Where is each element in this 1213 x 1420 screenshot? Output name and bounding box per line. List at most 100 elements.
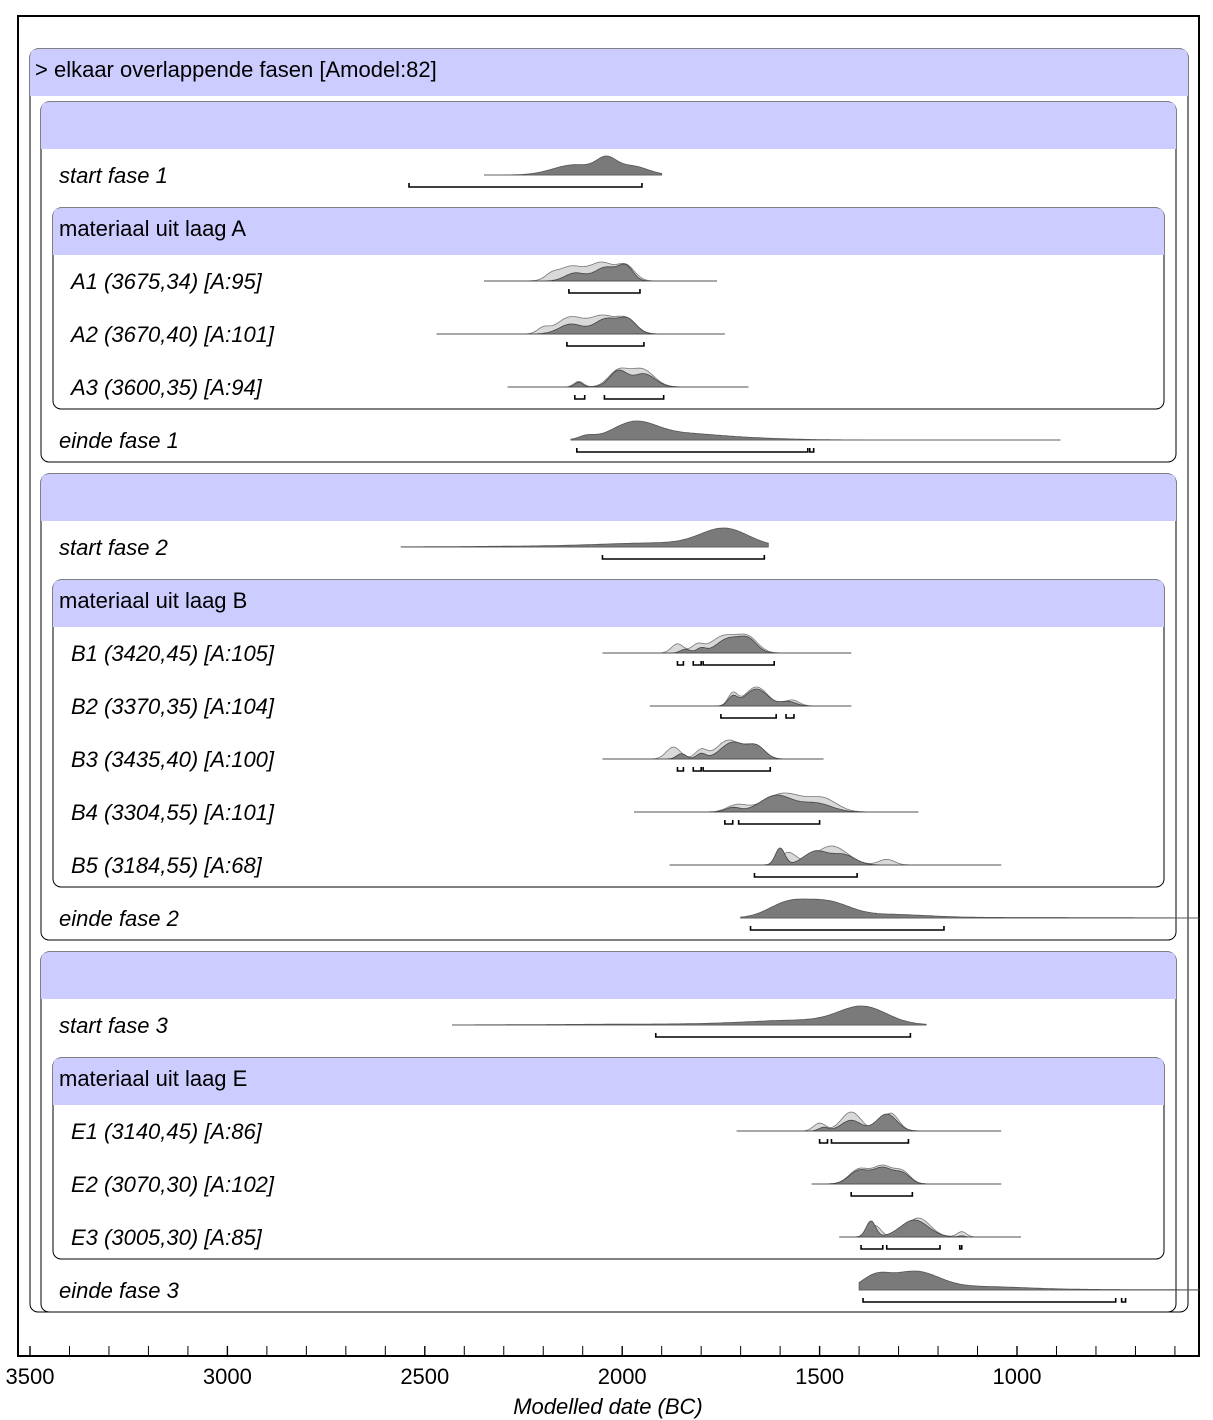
phase-3-end: [858, 1270, 1200, 1303]
phase-3-start-posterior: [452, 1005, 927, 1026]
phase-2-sample-3: [602, 739, 824, 772]
phase-3-sample-2-posterior: [811, 1166, 1002, 1185]
phase-3-sample-3-label: E3 (3005,30) [A:85]: [71, 1225, 263, 1250]
phase-1-sample-1: [484, 261, 717, 294]
phase-2-start-posterior: [400, 527, 769, 548]
x-tick-label: 2000: [598, 1364, 647, 1389]
phase-2-sample-1-label: B1 (3420,45) [A:105]: [71, 641, 275, 666]
phase-2-end: [740, 898, 1200, 931]
phase-1-sample-3-posterior: [507, 369, 749, 388]
phase-2-sample-3-posterior: [602, 741, 824, 760]
phase-2-sample-5-posterior: [669, 847, 1002, 866]
x-axis: 3500 3000 2500 2000 1500 1000: [6, 1346, 1176, 1389]
phase-3-end-posterior: [858, 1270, 1200, 1291]
phase-2-start: [400, 527, 769, 560]
group-E-header: [53, 1058, 1164, 1105]
x-axis-title: Modelled date (BC): [513, 1394, 703, 1419]
phase-1-sample-2-posterior: [436, 316, 725, 335]
phase-2-sample-1-hpd-range-2: [692, 661, 702, 666]
group-E-title: materiaal uit laag E: [59, 1066, 247, 1091]
phase-1-start-label: start fase 1: [59, 163, 168, 188]
model-title: > elkaar overlappende fasen [Amodel:82]: [35, 57, 437, 82]
x-tick-label: 1000: [993, 1364, 1042, 1389]
phase-2-sample-4-hpd-range-2: [737, 820, 821, 825]
phase-3-sample-2-hpd-range-1: [850, 1192, 914, 1197]
phase-1-start-hpd-range-1: [408, 183, 643, 188]
group-B-header: [53, 580, 1164, 627]
distributions-layer: [400, 155, 1200, 1303]
x-tick-label: 3000: [203, 1364, 252, 1389]
phase-1-end-hpd-range-1: [575, 448, 809, 453]
phase-3-sample-1-hpd-range-1: [818, 1139, 829, 1144]
phase-1-sample-3-hpd-range-1: [574, 395, 586, 400]
phase-2-end-hpd-range-1: [749, 926, 945, 931]
phase-3-sample-1-posterior: [736, 1113, 1002, 1132]
phase-2-sample-3-hpd-range-2: [692, 767, 702, 772]
phase-1-start: [408, 155, 663, 188]
phase-2-sample-2-hpd-range-2: [785, 714, 795, 719]
phase-2-sample-2-hpd-range-1: [720, 714, 777, 719]
phase-1-sample-2: [436, 314, 725, 347]
phase-3-start-label: start fase 3: [59, 1013, 169, 1038]
phase-1-end-posterior: [570, 420, 1061, 441]
phase-1-sample-1-hpd-range-1: [568, 289, 641, 294]
phase-2-sample-1-posterior: [602, 635, 852, 654]
model-header: [30, 49, 1188, 96]
phase-2-sample-5: [669, 845, 1002, 878]
phase-1-start-posterior: [484, 155, 663, 176]
row-labels-layer: start fase 1 A1 (3675,34) [A:95] A2 (3670,…: [59, 163, 275, 1303]
phase-2-sample-1-hpd-range-3: [702, 661, 775, 666]
group-B-title: materiaal uit laag B: [59, 588, 247, 613]
phase-1-end-label: einde fase 1: [59, 428, 179, 453]
phase-1-sample-1-posterior: [484, 263, 717, 282]
phase-1-sample-3-hpd-range-2: [603, 395, 665, 400]
phase-2-sample-4: [634, 792, 919, 825]
phase-1-sample-2-hpd-range-1: [566, 342, 645, 347]
group-A-header: [53, 208, 1164, 255]
x-tick-label: 3500: [6, 1364, 55, 1389]
phase-1-end: [570, 420, 1061, 453]
x-tick-label: 2500: [400, 1364, 449, 1389]
phase-2-end-posterior: [740, 898, 1200, 919]
phase-3-sample-1-hpd-range-2: [830, 1139, 910, 1144]
phase-2-sample-3-label: B3 (3435,40) [A:100]: [71, 747, 275, 772]
phase-3-sample-2: [811, 1164, 1002, 1197]
phase-1-end-hpd-range-2: [808, 448, 815, 453]
phase-2-sample-1: [602, 633, 852, 666]
phase-2-start-label: start fase 2: [59, 535, 168, 560]
phase-2-sample-5-hpd-range-1: [753, 873, 858, 878]
phase-2-sample-4-label: B4 (3304,55) [A:101]: [71, 800, 275, 825]
phase-2-sample-4-posterior: [634, 794, 919, 813]
phase-2-sample-4-hpd-range-1: [724, 820, 734, 825]
phase-3-sample-3: [839, 1217, 1021, 1250]
phase-1-sample-3: [507, 367, 749, 400]
phase-3-sample-1: [736, 1111, 1002, 1144]
phase-3-sample-3-hpd-range-1: [860, 1245, 884, 1250]
phase-3-sample-3-hpd-range-2: [885, 1245, 941, 1250]
phase-2-header: [41, 474, 1176, 521]
phase-3-end-hpd-range-1: [862, 1298, 1117, 1303]
phase-2-sample-3-hpd-range-3: [702, 767, 772, 772]
phase-3-sample-1-label: E1 (3140,45) [A:86]: [71, 1119, 263, 1144]
phase-2-end-label: einde fase 2: [59, 906, 179, 931]
phase-3-start-hpd-range-1: [654, 1033, 912, 1038]
phase-3-header: [41, 952, 1176, 999]
phase-2-start-hpd-range-1: [601, 555, 766, 560]
phase-2-sample-2: [649, 686, 852, 719]
phase-2-sample-2-label: B2 (3370,35) [A:104]: [71, 694, 275, 719]
phase-1-sample-3-label: A3 (3600,35) [A:94]: [69, 375, 263, 400]
phase-2-sample-3-hpd-range-1: [676, 767, 685, 772]
phase-3-sample-3-posterior: [839, 1219, 1021, 1238]
phase-3-end-label: einde fase 3: [59, 1278, 180, 1303]
phase-1-sample-1-label: A1 (3675,34) [A:95]: [69, 269, 263, 294]
phase-2-sample-1-hpd-range-1: [676, 661, 685, 666]
phase-1-sample-2-label: A2 (3670,40) [A:101]: [69, 322, 275, 347]
x-tick-label: 1500: [795, 1364, 844, 1389]
phase-2-sample-5-label: B5 (3184,55) [A:68]: [71, 853, 263, 878]
phase-3-start: [452, 1005, 927, 1038]
phase-3-sample-3-hpd-range-3: [958, 1245, 963, 1250]
phase-2-sample-2-posterior: [649, 688, 852, 707]
group-A-title: materiaal uit laag A: [59, 216, 246, 241]
phase-3-end-hpd-range-2: [1120, 1298, 1127, 1303]
